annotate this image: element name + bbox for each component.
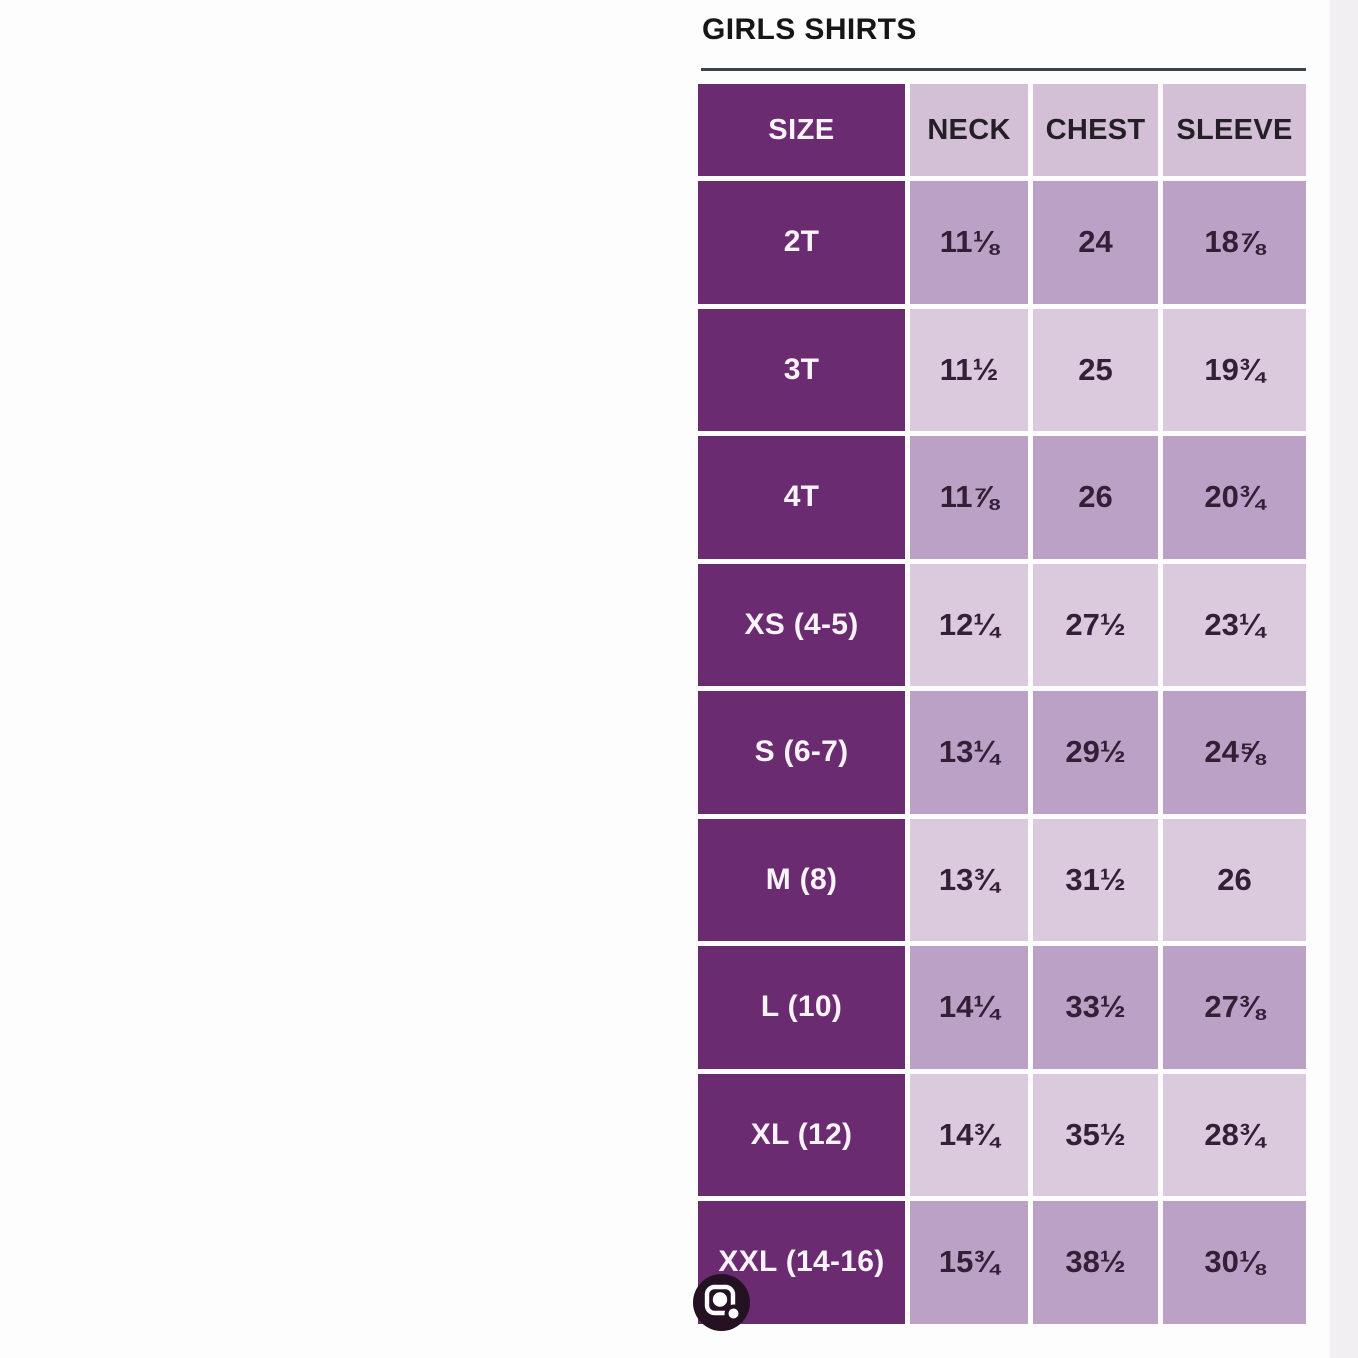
right-gutter <box>1328 0 1358 1358</box>
header-chest-cell: CHEST <box>1033 84 1158 176</box>
sleeve-cell: 26 <box>1163 818 1306 941</box>
size-cell: S (6-7) <box>698 691 905 814</box>
chart-title: GIRLS SHIRTS <box>702 13 917 46</box>
neck-cell: 11⅛ <box>910 181 1028 304</box>
sleeve-cell: 24⅝ <box>1163 691 1306 814</box>
size-cell: M (8) <box>698 818 905 941</box>
neck-cell: 12¼ <box>910 563 1028 686</box>
chest-cell: 27½ <box>1033 563 1158 686</box>
sleeve-cell: 20¾ <box>1163 436 1306 559</box>
sleeve-cell: 18⅞ <box>1163 181 1306 304</box>
google-lens-icon <box>693 1274 750 1331</box>
chest-cell: 29½ <box>1033 691 1158 814</box>
sleeve-cell: 27⅜ <box>1163 946 1306 1069</box>
size-cell: L (10) <box>698 946 905 1069</box>
size-cell: 2T <box>698 181 905 304</box>
size-chart-table: SIZE NECK CHEST SLEEVE 2T 11⅛ 24 18⅞ 3T … <box>698 84 1306 1324</box>
sleeve-cell: 23¼ <box>1163 563 1306 686</box>
chest-cell: 38½ <box>1033 1201 1158 1324</box>
chest-cell: 31½ <box>1033 818 1158 941</box>
chest-cell: 24 <box>1033 181 1158 304</box>
header-neck-cell: NECK <box>910 84 1028 176</box>
chest-cell: 25 <box>1033 308 1158 431</box>
chest-cell: 26 <box>1033 436 1158 559</box>
size-cell: XL (12) <box>698 1073 905 1196</box>
neck-cell: 14¾ <box>910 1073 1028 1196</box>
size-cell: 3T <box>698 308 905 431</box>
neck-cell: 11⅞ <box>910 436 1028 559</box>
neck-cell: 13¾ <box>910 818 1028 941</box>
neck-cell: 11½ <box>910 308 1028 431</box>
size-cell: 4T <box>698 436 905 559</box>
sleeve-cell: 30⅛ <box>1163 1201 1306 1324</box>
google-lens-button[interactable] <box>693 1274 750 1331</box>
chest-cell: 35½ <box>1033 1073 1158 1196</box>
size-cell: XS (4-5) <box>698 563 905 686</box>
neck-cell: 15¾ <box>910 1201 1028 1324</box>
sleeve-cell: 28¾ <box>1163 1073 1306 1196</box>
neck-cell: 14¼ <box>910 946 1028 1069</box>
chest-cell: 33½ <box>1033 946 1158 1069</box>
title-underline <box>701 68 1306 71</box>
header-size-cell: SIZE <box>698 84 905 176</box>
sleeve-cell: 19¾ <box>1163 308 1306 431</box>
header-sleeve-cell: SLEEVE <box>1163 84 1306 176</box>
neck-cell: 13¼ <box>910 691 1028 814</box>
